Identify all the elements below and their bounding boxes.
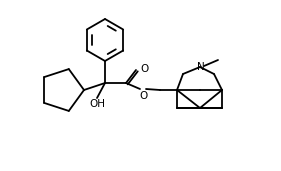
Text: O: O [140,64,148,74]
Text: O: O [139,91,147,101]
Text: N: N [197,62,205,72]
Text: OH: OH [89,99,105,109]
